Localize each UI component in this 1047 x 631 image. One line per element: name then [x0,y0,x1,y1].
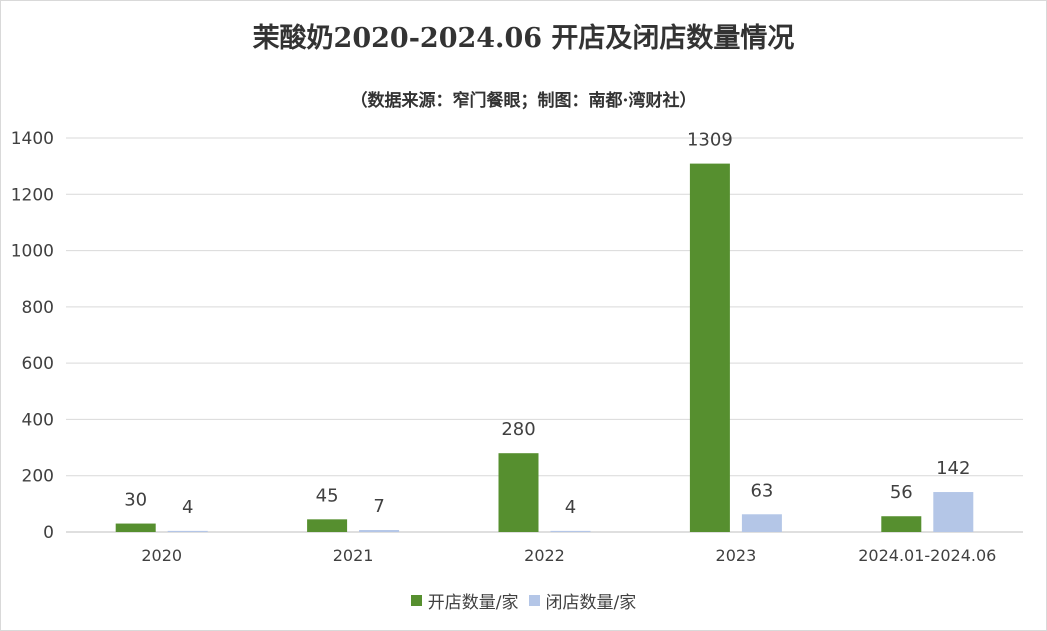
y-tick-label: 400 [22,410,54,430]
bar-close [741,514,782,532]
grid-lines [66,137,1023,533]
chart-subtitle: （数据来源：窄门餐眼；制图：南都·湾财社） [350,91,697,111]
y-tick-label: 200 [22,467,54,487]
legend-item-close: 闭店数量/家 [528,588,637,613]
x-tick-label: 2022 [524,546,565,565]
bar-close [167,530,208,532]
chart-title: 茉酸奶2020-2024.06 开店及闭店数量情况 [252,23,795,54]
data-label: 7 [373,496,384,517]
x-tick-label: 2023 [716,546,757,565]
bar-open [881,516,922,532]
x-tick-label: 2024.01-2024.06 [858,546,996,565]
x-tick-label: 2020 [141,546,182,565]
y-tick-label: 0 [43,523,54,543]
bar-open [689,163,730,533]
data-label: 30 [124,490,147,511]
data-label: 4 [565,497,576,518]
y-tick-label: 800 [22,298,54,318]
legend-swatch-open [410,595,422,606]
legend-swatch-close [528,595,540,606]
legend: 开店数量/家 闭店数量/家 [0,588,1047,613]
bar-open [307,519,348,532]
y-tick-label: 1400 [11,129,54,149]
bars [115,163,974,533]
y-tick-label: 600 [22,354,54,374]
legend-item-open: 开店数量/家 [410,588,519,613]
x-tick-label: 2021 [333,546,374,565]
data-label: 1309 [687,130,733,151]
data-label: 56 [890,482,913,503]
bar-open [115,523,156,532]
bar-close [933,492,974,532]
bar-close [359,530,400,532]
data-label: 280 [501,419,535,440]
data-label: 63 [750,480,773,501]
y-tick-label: 1200 [11,185,54,205]
data-label: 4 [182,497,193,518]
x-axis-ticks: 2020 2021 2022 2023 2024.01-2024.06 [141,546,996,565]
legend-label-open: 开店数量/家 [427,593,519,613]
data-labels: 30 4 45 7 280 4 1309 63 56 142 [124,130,970,518]
y-axis-ticks: 0 200 400 600 800 1000 1200 1400 [11,129,54,543]
bar-close [550,530,591,532]
bar-open [498,453,539,532]
data-label: 45 [316,485,339,506]
legend-label-close: 闭店数量/家 [545,593,637,613]
y-tick-label: 1000 [11,242,54,262]
data-label: 142 [936,458,970,479]
